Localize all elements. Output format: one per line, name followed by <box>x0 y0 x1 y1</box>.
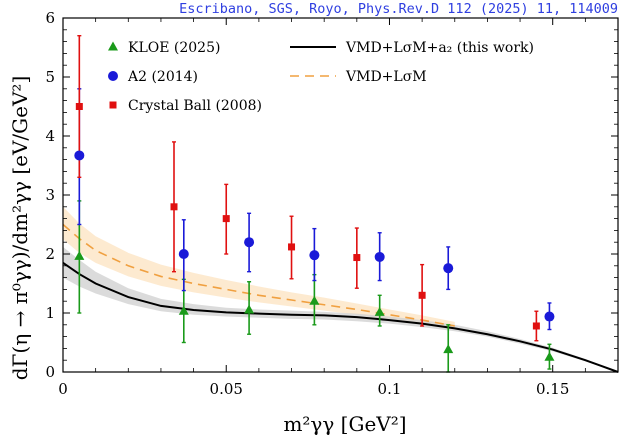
legend: KLOE (2025) A2 (2014) Crystal Ball (2008) V… <box>108 40 534 114</box>
point-2-6 <box>532 322 540 330</box>
point-0-1 <box>178 305 189 315</box>
xtick-label-1: 0.05 <box>210 380 243 398</box>
citation-text: Escribano, SGS, Royo, Phys.Rev.D 112 (20… <box>179 1 618 17</box>
point-1-1 <box>178 249 189 259</box>
axes: 0 1 2 3 4 5 6 0 0.05 0.1 0.15 <box>45 9 619 398</box>
point-2-1 <box>170 203 178 211</box>
point-0-5 <box>443 344 454 354</box>
ytick-label-6: 6 <box>45 9 55 27</box>
model-curves <box>62 223 619 373</box>
legend-curve-label-0: VMD+LσM+a₂ (this work) <box>345 40 534 56</box>
xtick-label-0: 0 <box>58 380 68 398</box>
point-1-3 <box>309 250 320 261</box>
point-1-2 <box>244 237 255 248</box>
x-axis-label: m²γγ [GeV²] <box>283 412 407 436</box>
ytick-label-3: 3 <box>45 186 55 204</box>
ytick-label-0: 0 <box>45 363 55 381</box>
point-1-5 <box>443 263 454 274</box>
point-0-2 <box>244 304 255 314</box>
point-2-5 <box>418 291 426 299</box>
ytick-label-1: 1 <box>45 304 55 322</box>
point-1-6 <box>544 311 555 322</box>
curve-1 <box>62 223 455 327</box>
ytick-label-2: 2 <box>45 245 55 263</box>
point-0-0 <box>74 250 85 260</box>
point-1-4 <box>374 251 385 262</box>
point-1-0 <box>74 150 85 161</box>
point-2-2 <box>222 215 230 223</box>
band-1 <box>63 206 455 330</box>
point-0-3 <box>309 295 320 305</box>
error-bars <box>77 35 552 373</box>
legend-marker-0 <box>108 41 118 51</box>
band-0 <box>63 246 618 372</box>
curve-0 <box>62 262 619 373</box>
legend-curve-label-1: VMD+LσM <box>345 69 427 85</box>
legend-label-2: Crystal Ball (2008) <box>128 98 262 114</box>
data-markers <box>74 103 555 361</box>
point-0-6 <box>544 351 555 361</box>
legend-label-0: KLOE (2025) <box>128 40 220 56</box>
point-2-0 <box>75 103 83 110</box>
legend-label-1: A2 (2014) <box>127 69 198 85</box>
xtick-label-3: 0.15 <box>536 380 569 398</box>
legend-marker-1 <box>108 71 118 81</box>
point-0-4 <box>374 306 385 316</box>
point-2-4 <box>353 254 361 262</box>
legend-marker-2 <box>109 101 117 109</box>
uncertainty-bands <box>63 206 618 372</box>
point-2-3 <box>288 243 296 251</box>
xtick-label-2: 0.1 <box>378 380 402 398</box>
ytick-label-5: 5 <box>45 68 55 86</box>
ytick-label-4: 4 <box>45 127 55 145</box>
